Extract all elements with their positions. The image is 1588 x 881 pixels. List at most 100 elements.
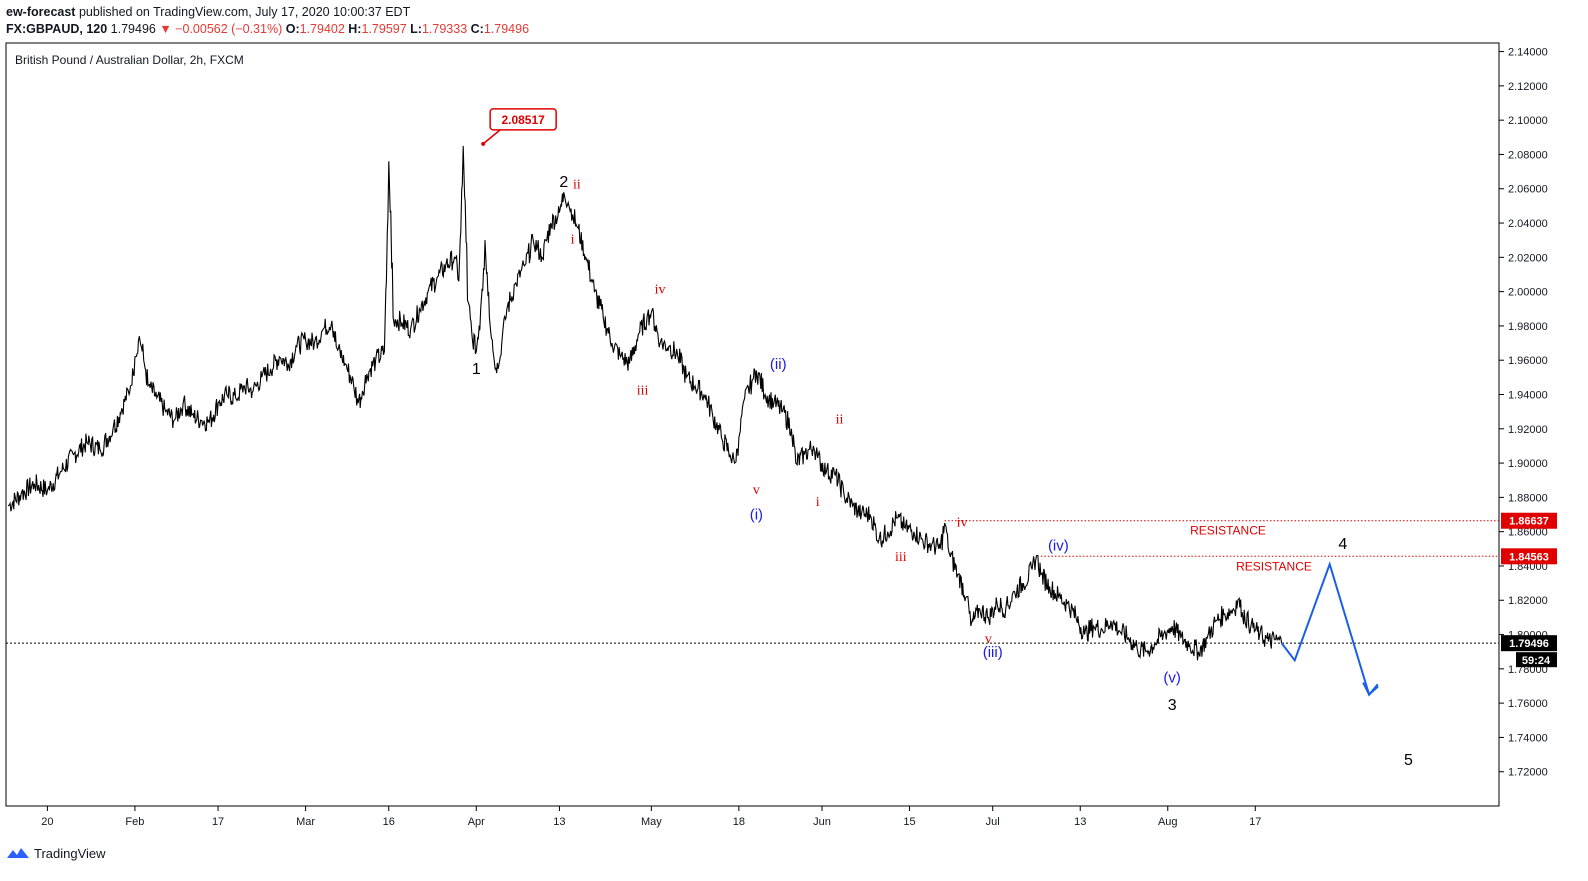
- y-tick-label: 1.72000: [1508, 767, 1548, 779]
- close-value: 1.79496: [483, 22, 530, 36]
- last-price-tag-bg: [1501, 635, 1557, 652]
- y-tick-label: 1.86000: [1508, 527, 1548, 539]
- arrow-tip: [1362, 682, 1379, 697]
- last-price: 1.79496: [110, 22, 156, 36]
- x-tick-label: Jul: [986, 816, 1000, 828]
- y-tick-label: 2.14000: [1508, 47, 1548, 59]
- resistance-label: RESISTANCE: [1190, 524, 1266, 538]
- resistance-price-tag-bg: [1501, 548, 1557, 565]
- x-tick-label: 17: [212, 816, 224, 828]
- y-tick-label: 1.90000: [1508, 458, 1548, 470]
- high-label: H:: [348, 22, 362, 36]
- y-tick-label: 1.88000: [1508, 492, 1548, 504]
- projection-arrowhead: [1362, 682, 1379, 697]
- x-tick-label: 20: [41, 816, 53, 828]
- y-tick-label: 2.02000: [1508, 252, 1548, 264]
- resistance-label: RESISTANCE: [1236, 559, 1312, 573]
- y-tick-label: 1.82000: [1508, 595, 1548, 607]
- close-label: C:: [470, 22, 484, 36]
- tradingview-logo-icon[interactable]: [6, 846, 30, 860]
- wave-label-red: i: [816, 495, 820, 510]
- footer-brand[interactable]: TradingView: [34, 845, 106, 861]
- y-tick-label: 2.12000: [1508, 81, 1548, 93]
- symbol: FX:GBPAUD, 120: [6, 22, 108, 36]
- resistance-price-tag: 1.84563: [1509, 551, 1549, 563]
- y-tick-label: 1.96000: [1508, 355, 1548, 367]
- wave-label-red: iii: [637, 383, 649, 398]
- wave-label-red: ii: [836, 413, 844, 428]
- plot-frame: [5, 42, 1500, 807]
- x-tick-label: 13: [1074, 816, 1086, 828]
- footer: TradingView: [6, 843, 106, 863]
- projection-series: [1280, 561, 1379, 697]
- publish-info: published on TradingView.com, July 17, 2…: [78, 5, 411, 19]
- high-callout-pointer: [482, 129, 501, 145]
- y-tick-label: 2.10000: [1508, 115, 1548, 127]
- x-tick-label: Jun: [813, 816, 831, 828]
- x-tick-label: 18: [733, 816, 745, 828]
- x-tick-label: Mar: [296, 816, 315, 828]
- y-tick-label: 1.92000: [1508, 424, 1548, 436]
- ohlc-line: FX:GBPAUD, 120 1.79496 ▼ −0.00562 (−0.31…: [6, 22, 529, 36]
- countdown-bg: [1516, 652, 1557, 668]
- y-tick-label: 1.94000: [1508, 389, 1548, 401]
- wave-label-blue: (i): [750, 507, 763, 524]
- wave-label-black: 5: [1404, 752, 1413, 769]
- wave-label-black: 3: [1168, 697, 1177, 714]
- y-tick-label: 2.04000: [1508, 218, 1548, 230]
- open-value: 1.79402: [299, 22, 345, 36]
- price-tags: 1.86637 1.84563 1.79496 59:24: [1501, 512, 1557, 668]
- high-callout-box: [489, 108, 557, 131]
- wave-label-red: iv: [957, 516, 968, 531]
- y-axis: 2.14000 2.12000 2.10000 2.08000 2.06000 2.040…: [1499, 47, 1548, 779]
- wave-label-red: i: [571, 233, 575, 248]
- wave-label-black: 4: [1338, 536, 1347, 553]
- high-callout-value: 2.08517: [501, 113, 545, 127]
- x-tick-label: May: [641, 816, 662, 828]
- wave-label-red: iii: [895, 550, 907, 565]
- y-tick-label: 2.06000: [1508, 184, 1548, 196]
- high-callout-dot: [481, 141, 486, 146]
- wave-label-blue: (v): [1163, 670, 1181, 687]
- wave-label-black: 1: [472, 361, 481, 378]
- wave-label-blue: (ii): [770, 356, 787, 373]
- wave-label-red: iv: [655, 282, 666, 297]
- open-label: O:: [285, 22, 300, 36]
- wave-label-red: v: [985, 632, 992, 647]
- y-tick-label: 2.08000: [1508, 149, 1548, 161]
- high-value: 1.79597: [361, 22, 407, 36]
- x-tick-label: Feb: [125, 816, 144, 828]
- low-label: L:: [410, 22, 422, 36]
- wave-label-red: v: [753, 483, 760, 498]
- high-callout[interactable]: 2.08517: [481, 108, 557, 146]
- y-tick-label: 2.00000: [1508, 287, 1548, 299]
- chart-title: British Pound / Australian Dollar, 2h, F…: [15, 53, 244, 67]
- x-axis: 20 Feb 17 Mar 16 Apr 13 May 18 Jun 15 Jul 13 Aug 17: [41, 806, 1261, 828]
- x-tick-label: 17: [1249, 816, 1261, 828]
- wave-labels: 12 iiiiviiiv(i)(ii)iiiiiiivv(iii)(iv)(v)3…: [472, 174, 1413, 769]
- y-tick-label: 1.74000: [1508, 732, 1548, 744]
- publisher-name[interactable]: ew-forecast: [6, 5, 76, 19]
- x-tick-label: Aug: [1158, 816, 1178, 828]
- x-tick-label: 13: [553, 816, 565, 828]
- wave-label-blue: (iii): [983, 644, 1003, 661]
- x-tick-label: Apr: [468, 816, 485, 828]
- price-change: −0.00562 (−0.31%): [175, 22, 283, 36]
- x-tick-label: 15: [903, 816, 915, 828]
- y-tick-label: 1.76000: [1508, 698, 1548, 710]
- last-price-tag: 1.79496: [1509, 638, 1549, 650]
- wave-label-blue: (iv): [1048, 538, 1069, 555]
- publish-line: ew-forecast published on TradingView.com…: [6, 5, 410, 19]
- low-value: 1.79333: [421, 22, 468, 36]
- price-series: [7, 145, 1283, 661]
- wave-label-black: 2: [559, 174, 568, 191]
- resistance-levels: RESISTANCE RESISTANCE: [6, 520, 1499, 644]
- countdown: 59:24: [1522, 655, 1551, 667]
- x-tick-label: 16: [383, 816, 395, 828]
- wave-label-red: ii: [573, 178, 581, 193]
- resistance-price-tag: 1.86637: [1509, 516, 1549, 528]
- down-arrow-icon: ▼: [159, 22, 172, 36]
- y-tick-label: 1.98000: [1508, 321, 1548, 333]
- resistance-price-tag-bg: [1501, 512, 1557, 529]
